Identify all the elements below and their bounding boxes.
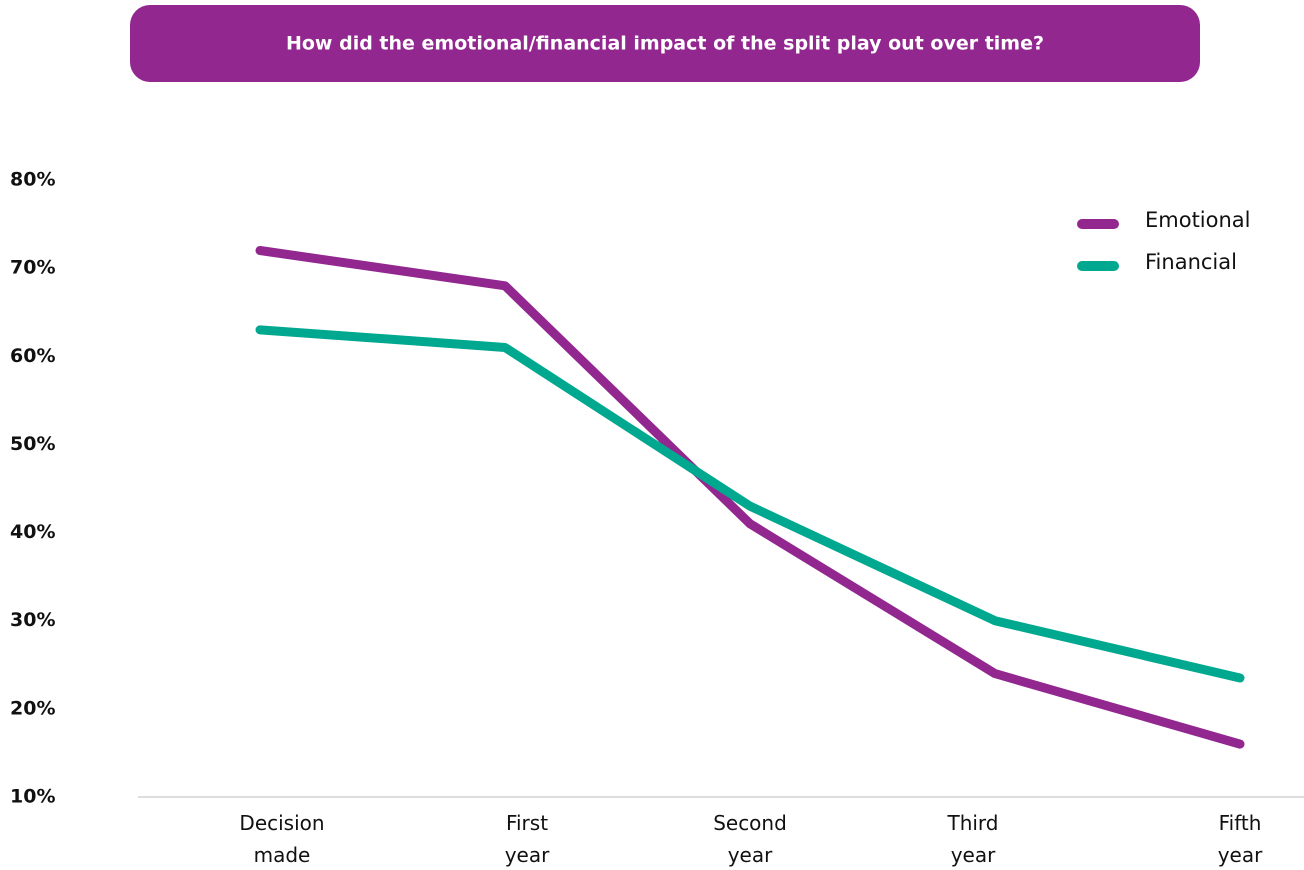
y-tick-label: 60% (10, 345, 55, 367)
y-tick-label: 30% (10, 609, 55, 631)
x-tick-label: Third year (946, 811, 998, 867)
y-tick-label: 20% (10, 697, 55, 719)
x-tick-label: Decision made (239, 811, 324, 867)
series-line (255, 325, 1245, 683)
y-tick-label: 70% (10, 257, 55, 279)
chart-title: How did the emotional/financial impact o… (286, 33, 1044, 55)
series-line (255, 246, 1245, 749)
legend-label: Financial (1145, 250, 1237, 274)
x-tick-label: Fifth year (1218, 811, 1263, 867)
x-tick-label: Second year (713, 811, 787, 867)
y-tick-label: 40% (10, 521, 55, 543)
x-tick-label: First year (505, 811, 550, 867)
y-tick-label: 10% (10, 786, 55, 808)
legend-label: Emotional (1145, 208, 1251, 232)
y-tick-label: 50% (10, 433, 55, 455)
y-tick-label: 80% (10, 169, 55, 191)
title-banner (130, 5, 1200, 82)
